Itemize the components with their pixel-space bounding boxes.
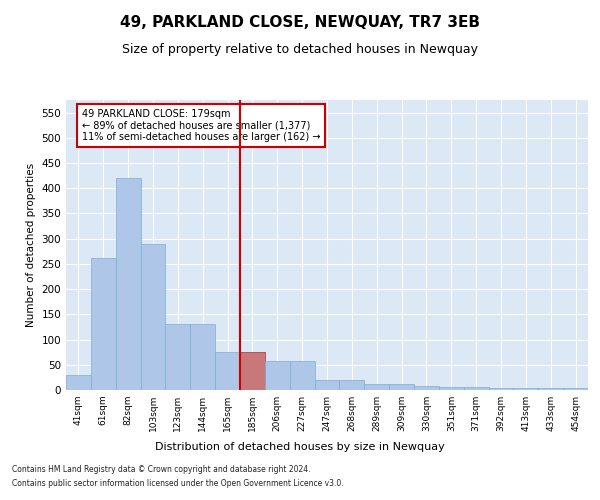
Bar — [215, 352, 240, 390]
Bar — [66, 375, 91, 390]
Text: Size of property relative to detached houses in Newquay: Size of property relative to detached ho… — [122, 42, 478, 56]
Text: 49, PARKLAND CLOSE, NEWQUAY, TR7 3EB: 49, PARKLAND CLOSE, NEWQUAY, TR7 3EB — [120, 15, 480, 30]
Bar — [116, 178, 140, 390]
Bar — [340, 380, 364, 390]
Bar — [290, 360, 314, 390]
Bar — [364, 384, 389, 390]
Bar — [538, 388, 563, 390]
Bar — [166, 324, 190, 390]
Bar — [240, 352, 265, 390]
Bar — [464, 388, 488, 390]
Bar — [190, 324, 215, 390]
Y-axis label: Number of detached properties: Number of detached properties — [26, 163, 36, 327]
Bar — [563, 388, 588, 390]
Text: Contains public sector information licensed under the Open Government Licence v3: Contains public sector information licen… — [12, 479, 344, 488]
Text: 49 PARKLAND CLOSE: 179sqm
← 89% of detached houses are smaller (1,377)
11% of se: 49 PARKLAND CLOSE: 179sqm ← 89% of detac… — [82, 108, 320, 142]
Bar — [265, 360, 290, 390]
Text: Distribution of detached houses by size in Newquay: Distribution of detached houses by size … — [155, 442, 445, 452]
Bar — [389, 384, 414, 390]
Bar — [439, 388, 464, 390]
Bar — [91, 258, 116, 390]
Bar — [514, 388, 538, 390]
Bar — [140, 244, 166, 390]
Text: Contains HM Land Registry data © Crown copyright and database right 2024.: Contains HM Land Registry data © Crown c… — [12, 466, 311, 474]
Bar — [488, 388, 514, 390]
Bar — [314, 380, 340, 390]
Bar — [414, 386, 439, 390]
